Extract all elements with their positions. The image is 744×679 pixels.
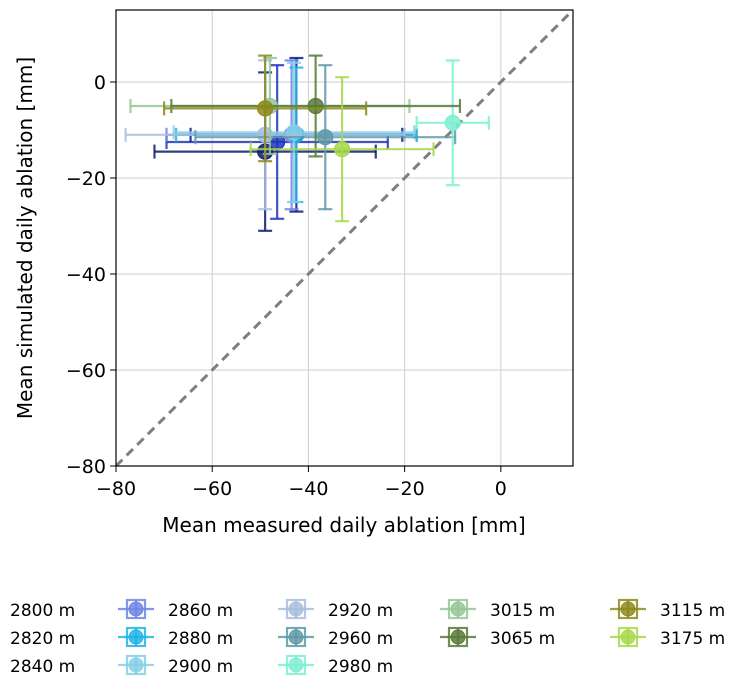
legend-handle-marker [288,657,304,673]
legend-item: 3015 m [440,598,555,621]
legend-item: 2820 m [10,629,75,649]
y-tick-label: −80 [66,456,106,478]
y-tick-label: −40 [66,264,106,286]
legend-item: 2920 m [278,598,393,621]
legend-handle-marker [620,629,636,645]
series-2820-m [165,64,389,220]
legend-label: 2800 m [10,601,75,621]
legend-handle-cap [285,654,307,676]
legend-handle-cap [447,598,469,620]
y-tick-label: 0 [94,72,106,94]
x-tick-label: −60 [192,478,232,500]
y-axis-ticks: 0 −20 −40 −60 −80 [66,72,116,478]
legend-label: 2840 m [10,657,75,677]
legend-handle-cap [125,654,147,676]
one-to-one-line [116,10,573,466]
legend-label: 2860 m [168,601,233,621]
legend-label: 3115 m [660,601,725,621]
legend-handle-cap [617,598,639,620]
x-tick-label: 0 [495,478,507,500]
legend-handle-marker [450,601,466,617]
legend-label: 2920 m [328,601,393,621]
legend-handle-cap [125,598,147,620]
legend-item: 2880 m [118,626,233,649]
legend-handle-cap [285,598,307,620]
series-3115-m [163,54,368,163]
legend: 2800 m 2820 m 2840 m 2860 m 2880 m 2900 m 2920… [10,598,725,677]
legend-item: 3175 m [610,626,725,649]
data-point [307,97,324,115]
legend-handle-cap [285,626,307,648]
legend-item: 2860 m [118,598,233,621]
legend-label: 2820 m [10,629,75,649]
y-tick-label: −60 [66,360,106,382]
legend-handle-marker [128,629,144,645]
legend-label: 2900 m [168,657,233,677]
legend-item: 2980 m [278,654,393,677]
legend-handle-marker [128,657,144,673]
x-axis-label: Mean measured daily ablation [mm] [162,513,525,537]
y-tick-label: −20 [66,168,106,190]
legend-label: 2980 m [328,657,393,677]
data-point [444,114,461,131]
data-point [257,100,274,117]
legend-label: 2880 m [168,629,233,649]
legend-handle-cap [125,626,147,648]
legend-handle-cap [617,626,639,648]
legend-label: 2960 m [328,629,393,649]
legend-label: 3015 m [490,601,555,621]
legend-item: 2840 m [10,657,75,677]
series-3065-m [170,54,462,158]
series-2980-m [415,59,490,187]
legend-handle-marker [128,601,144,617]
plot-area-frame [115,9,574,467]
x-axis-ticks: −80 −60 −40 −20 0 [96,466,507,500]
x-tick-label: −20 [385,478,425,500]
series-3175-m [249,76,435,223]
legend-handle-marker [288,601,304,617]
data-point [317,129,334,146]
series-2960-m [194,64,457,211]
reference-line-group [116,10,573,466]
legend-label: 3065 m [490,629,555,649]
series-group [124,54,490,232]
legend-handle-marker [450,629,466,645]
x-tick-label: −40 [288,478,328,500]
legend-item: 2900 m [118,654,233,677]
legend-handle-cap [447,626,469,648]
legend-item: 3115 m [610,598,725,621]
legend-item: 2960 m [278,626,393,649]
x-tick-label: −80 [96,478,136,500]
legend-item: 3065 m [440,626,555,649]
legend-handle-marker [288,629,304,645]
series-2900-m [172,61,416,204]
data-point [333,141,351,158]
y-axis-label: Mean simulated daily ablation [mm] [13,57,37,419]
legend-handle-marker [620,601,636,617]
legend-item: 2800 m [10,601,75,621]
legend-label: 3175 m [660,629,725,649]
